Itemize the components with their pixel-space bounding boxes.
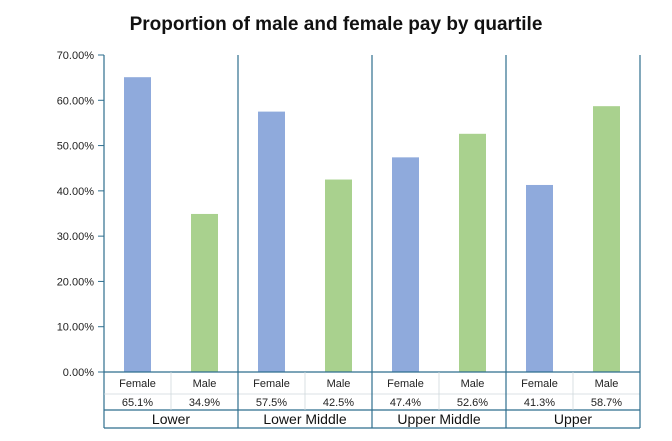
category-label: Male bbox=[327, 378, 351, 390]
y-tick-label: 40.00% bbox=[57, 186, 95, 198]
y-tick-label: 70.00% bbox=[57, 50, 95, 62]
bar-female bbox=[258, 111, 285, 372]
category-label: Female bbox=[253, 378, 290, 390]
y-tick-label: 20.00% bbox=[57, 276, 95, 288]
category-label: Male bbox=[595, 378, 619, 390]
bar-male bbox=[325, 179, 352, 372]
category-label: Female bbox=[521, 378, 558, 390]
bar-female bbox=[392, 157, 419, 372]
y-tick-label: 10.00% bbox=[57, 322, 95, 334]
y-tick-label: 30.00% bbox=[57, 231, 95, 243]
bars bbox=[124, 77, 620, 373]
data-label: 47.4% bbox=[390, 397, 421, 409]
data-table: Female 65.1% Male 34.9% Lower Female 57.5% Male… bbox=[104, 55, 641, 429]
y-axis: 0.00% 10.00% 20.00% 30.00% 40.00% 50.00% 60.00… bbox=[57, 50, 105, 428]
data-label: 42.5% bbox=[323, 397, 354, 409]
data-label: 65.1% bbox=[122, 397, 153, 409]
group-label: Lower bbox=[152, 411, 190, 427]
group-label: Lower Middle bbox=[263, 411, 346, 427]
bar-female bbox=[124, 77, 151, 372]
category-label: Female bbox=[387, 378, 424, 390]
bar-female bbox=[526, 184, 553, 372]
chart-title: Proportion of male and female pay by qua… bbox=[129, 14, 543, 35]
y-tick-label: 60.00% bbox=[57, 95, 95, 107]
data-label: 34.9% bbox=[189, 397, 220, 409]
bar-male bbox=[593, 106, 620, 373]
data-label: 52.6% bbox=[457, 397, 488, 409]
group-label: Upper bbox=[554, 411, 592, 427]
category-label: Male bbox=[461, 378, 485, 390]
category-label: Male bbox=[193, 378, 217, 390]
data-label: 57.5% bbox=[256, 397, 287, 409]
y-tick-label: 50.00% bbox=[57, 141, 95, 153]
category-label: Female bbox=[119, 378, 156, 390]
group-label: Upper Middle bbox=[397, 411, 480, 427]
y-tick-label: 0.00% bbox=[63, 367, 94, 379]
data-label: 58.7% bbox=[591, 397, 622, 409]
data-label: 41.3% bbox=[524, 397, 555, 409]
bar-male bbox=[191, 213, 218, 372]
bar-male bbox=[459, 133, 486, 372]
